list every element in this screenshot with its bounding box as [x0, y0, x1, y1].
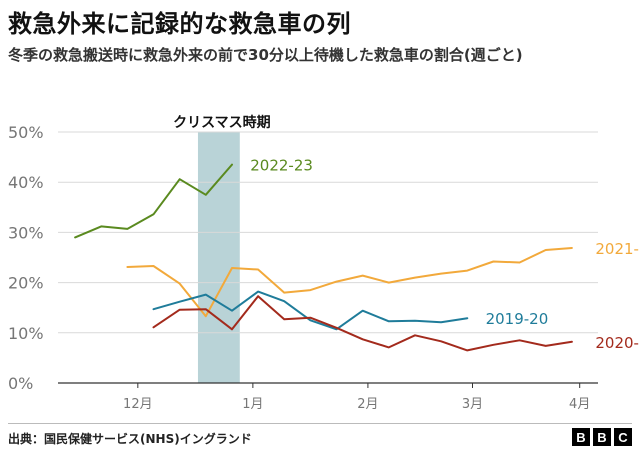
chart-title: 救急外来に記録的な救急車の列 [8, 10, 351, 38]
series-label-2021-22: 2021-22 [595, 240, 640, 258]
series-line-2021-22 [126, 247, 573, 318]
y-tick-label: 40% [8, 173, 44, 192]
y-tick-label: 50% [8, 123, 44, 142]
chart-subtitle: 冬季の救急搬送時に救急外来の前で30分以上待機した救急車の割合(週ごと) [8, 46, 523, 64]
footer-divider [8, 423, 632, 424]
series-label-2022-23: 2022-23 [250, 157, 313, 175]
x-tick-label: 1月 [242, 397, 263, 412]
x-tick-label: 3月 [462, 397, 483, 412]
series-line-2020-21 [152, 295, 573, 352]
christmas-period-band [197, 132, 240, 383]
bbc-logo-block: B [572, 428, 590, 446]
series-label-2019-20: 2019-20 [486, 310, 549, 328]
x-tick-label: 12月 [123, 397, 153, 412]
bbc-logo-block: C [614, 428, 632, 446]
bbc-logo-block: B [593, 428, 611, 446]
bbc-logo: B B C [572, 428, 632, 446]
series-label-2020-21: 2020-21 [595, 334, 640, 352]
series-line-2022-23 [74, 163, 233, 239]
x-tick-label: 2月 [357, 397, 378, 412]
y-tick-label: 30% [8, 223, 44, 242]
source-note: 出典：国民保健サービス(NHS)イングランド [8, 432, 252, 446]
y-tick-label: 10% [8, 324, 44, 343]
christmas-period-label: クリスマス時期 [173, 114, 271, 131]
y-tick-label: 20% [8, 274, 44, 293]
series-line-2019-20 [152, 290, 469, 331]
y-tick-label: 0% [8, 374, 33, 393]
x-tick-label: 4月 [569, 397, 590, 412]
